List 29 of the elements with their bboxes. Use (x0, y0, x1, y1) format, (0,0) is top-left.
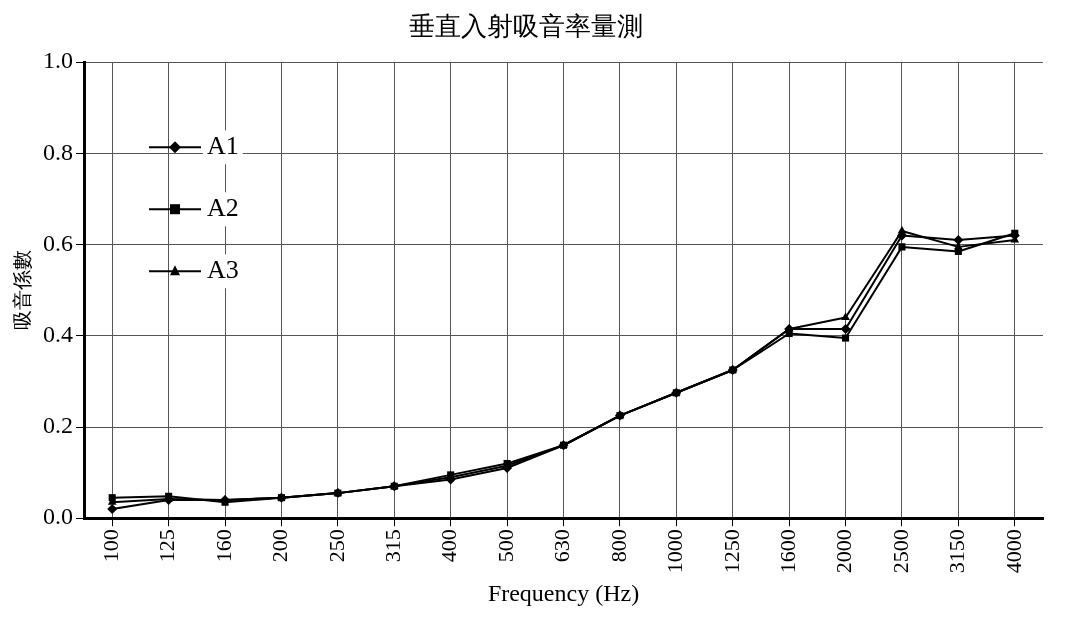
x-tick-label: 100 (97, 529, 123, 563)
x-tick-label: 250 (323, 529, 349, 563)
y-tick-label: 1.0 (43, 47, 73, 74)
x-tick-label: 1000 (662, 529, 688, 574)
x-tick-label: 125 (154, 529, 180, 563)
x-tick-label: 800 (605, 529, 631, 563)
legend-label: A1 (207, 131, 239, 161)
x-tick-label: 200 (267, 529, 293, 563)
x-tick-label: 630 (549, 529, 575, 563)
x-tick-label: 2500 (887, 529, 913, 574)
legend-label: A2 (207, 193, 239, 223)
x-tick-label: 1250 (718, 529, 744, 574)
y-axis-title: 吸音係數 (11, 250, 34, 331)
x-tick-label: 3150 (944, 529, 970, 574)
chart-title: 垂直入射吸音率量測 (408, 12, 643, 42)
x-tick-label: 160 (210, 529, 236, 563)
y-tick-label: 0.8 (43, 138, 73, 165)
x-tick-label: 315 (380, 529, 406, 563)
x-tick-label: 2000 (831, 529, 857, 574)
y-tick-label: 0.0 (43, 503, 73, 530)
legend-label: A3 (207, 255, 239, 285)
x-tick-label: 4000 (1000, 529, 1026, 574)
x-tick-label: 500 (492, 529, 518, 563)
y-tick-label: 0.6 (43, 229, 73, 256)
x-tick-label: 1600 (774, 529, 800, 574)
x-axis-title: Frequency (Hz) (487, 579, 640, 606)
x-tick-label: 400 (436, 529, 462, 563)
y-tick-label: 0.4 (43, 321, 73, 348)
y-tick-label: 0.2 (43, 412, 73, 439)
